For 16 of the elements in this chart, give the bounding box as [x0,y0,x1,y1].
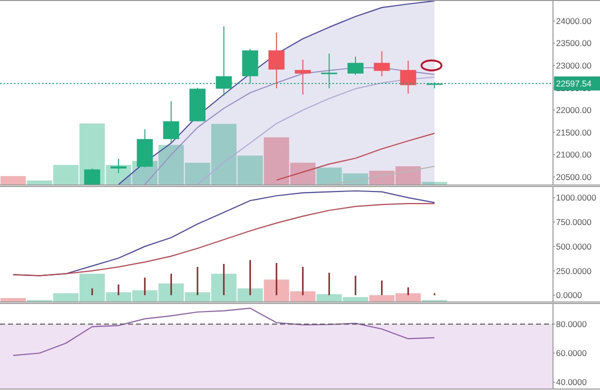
y-tick-label: 1000.0000 [556,192,596,203]
y-tick-label: 0.0000 [556,290,582,300]
y-tick-label: 23000.00 [556,60,592,71]
y-tick-label: 24000.00 [556,16,592,26]
y-tick-label: 22000.00 [556,105,592,116]
y-tick-label: 20500.00 [556,172,592,182]
y-tick-label: 40.0000 [556,377,587,388]
y-tick-label: 23500.00 [556,38,592,48]
y-tick-label: 80.0000 [556,319,587,330]
y-tick-label: 500.0000 [556,241,592,252]
y-tick-label: 60.0000 [556,348,587,358]
y-tick-label: 21500.00 [556,127,592,138]
ref-line-label: 22597.54 [556,78,592,88]
y-tick-label: 750.0000 [556,217,592,228]
y-tick-label: 21000.00 [556,150,592,160]
y-tick-label: 250.0000 [556,266,592,276]
